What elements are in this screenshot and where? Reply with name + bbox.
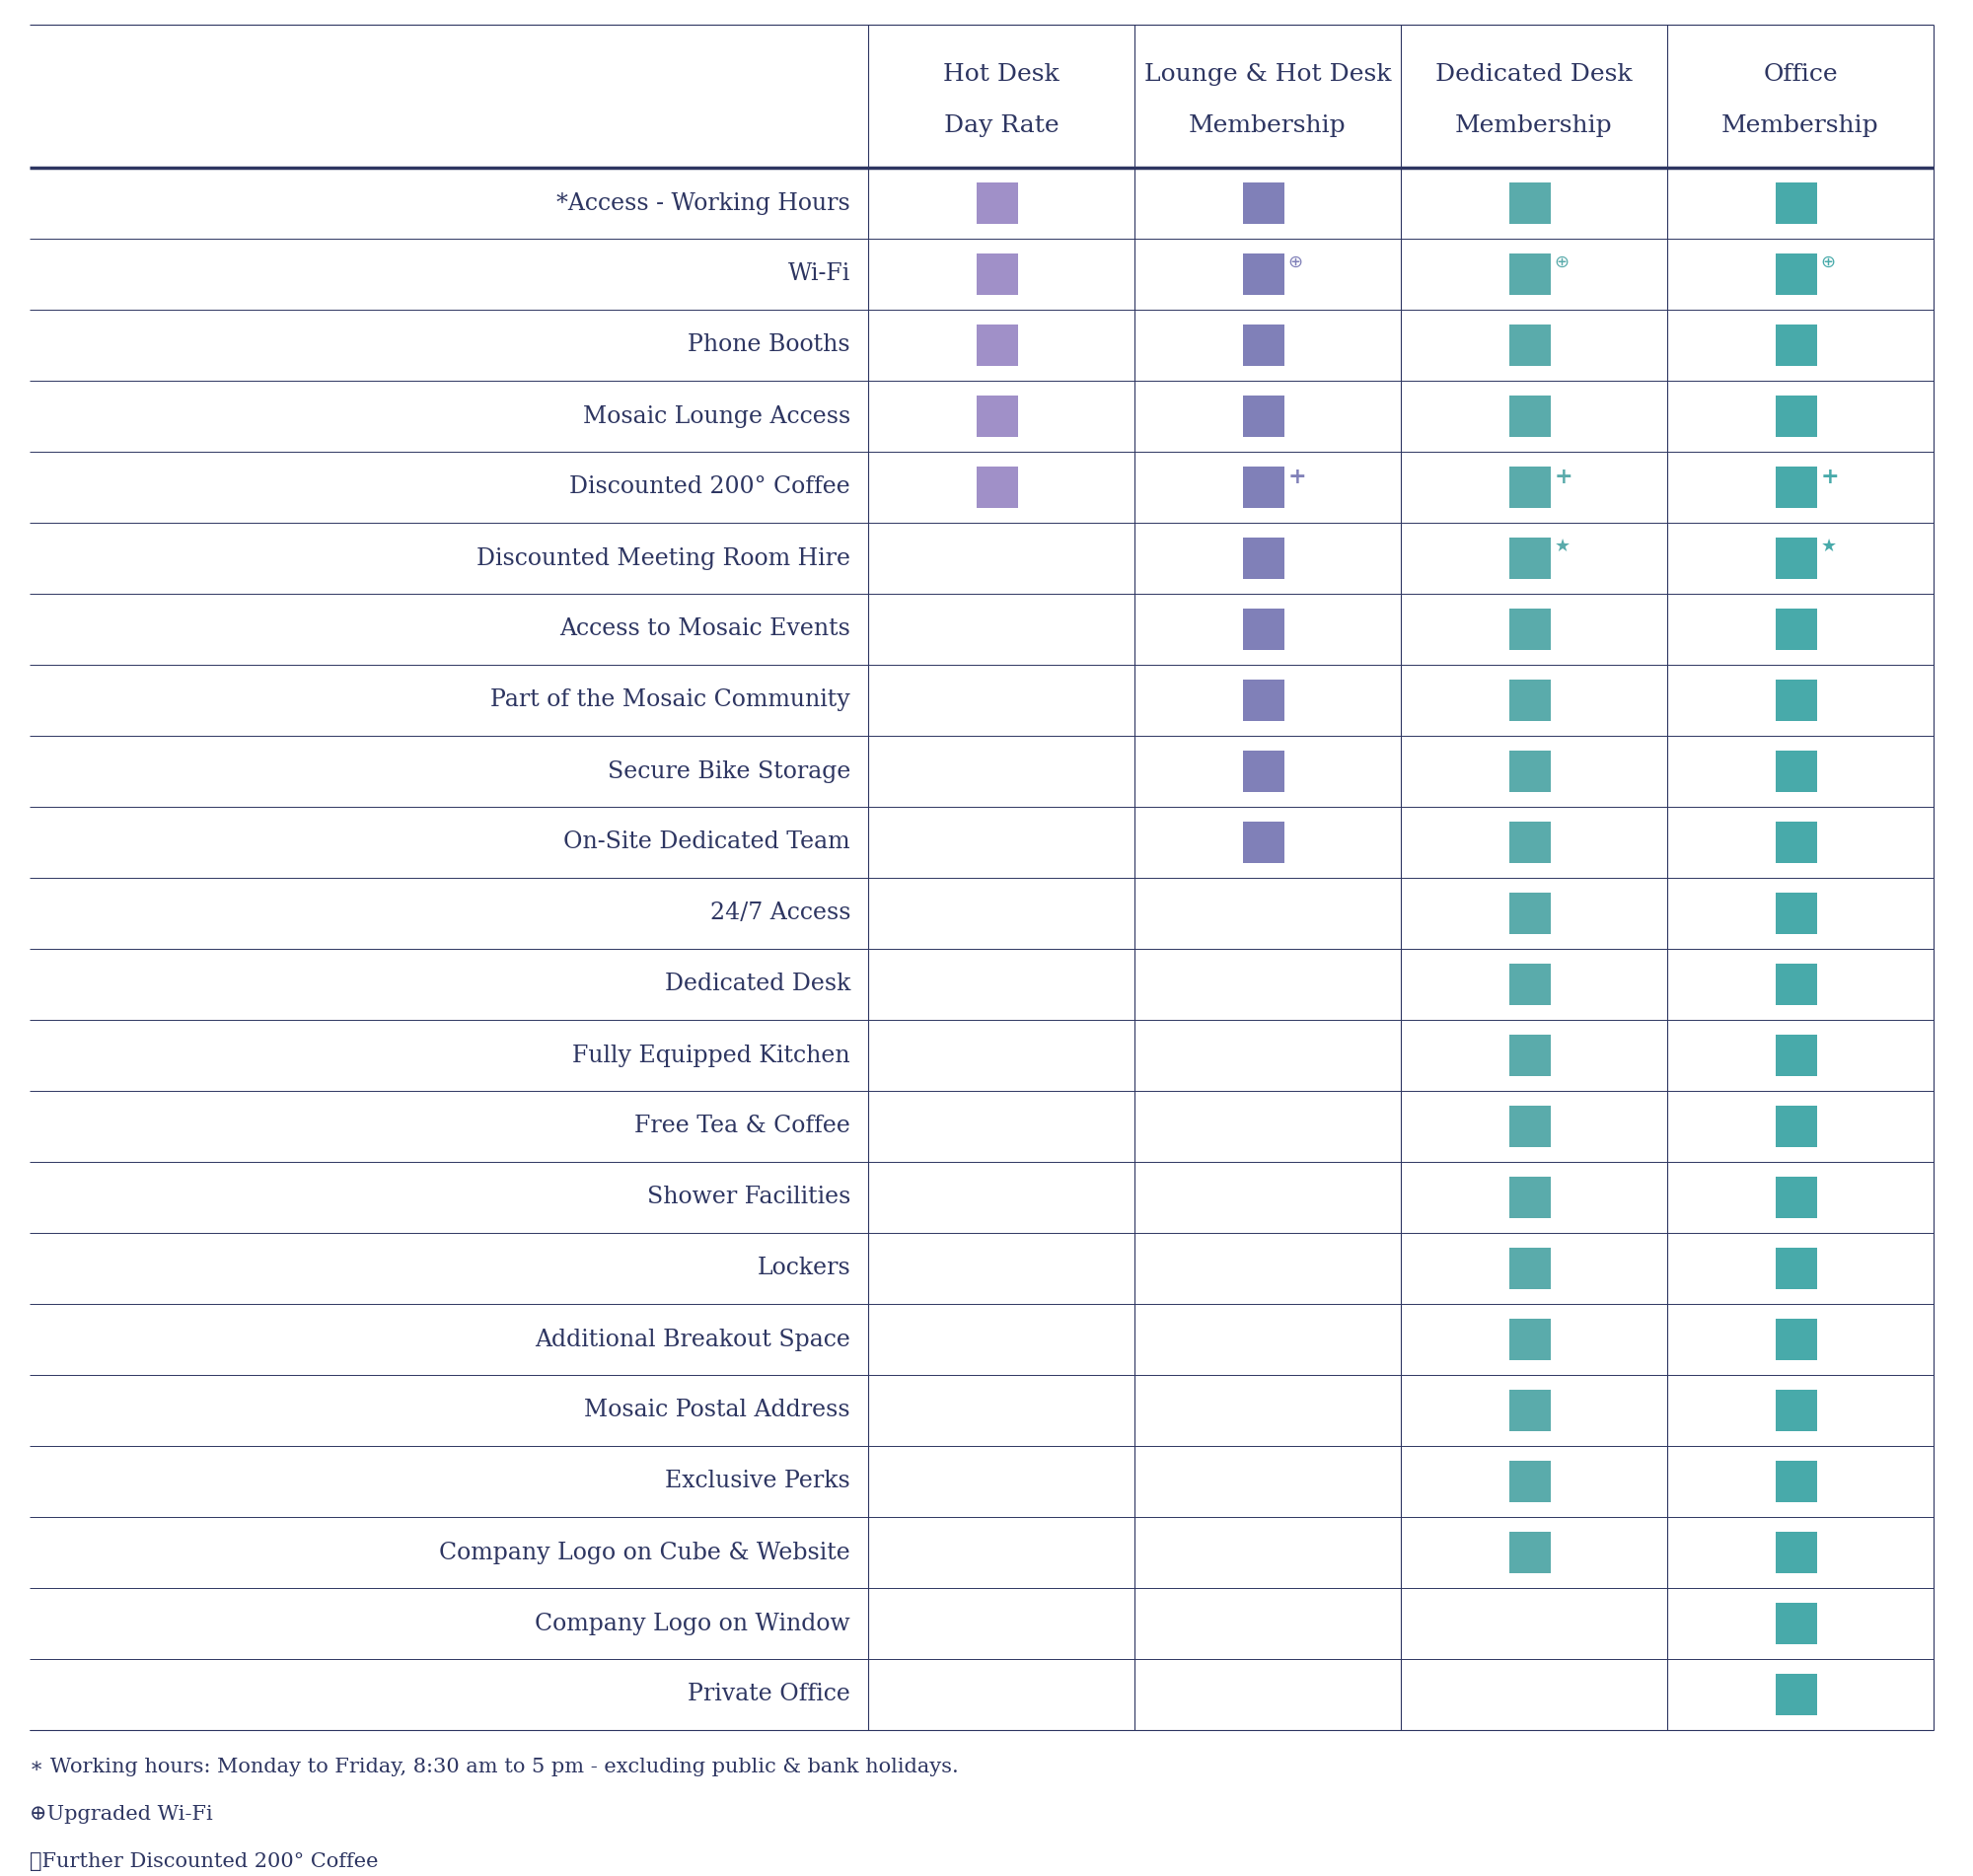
Bar <box>1776 467 1817 508</box>
Bar <box>1509 964 1551 1006</box>
Bar <box>1776 253 1817 295</box>
Bar <box>1509 1176 1551 1218</box>
Bar <box>977 253 1018 295</box>
Text: 24/7 Access: 24/7 Access <box>710 902 850 925</box>
Text: Wi-Fi: Wi-Fi <box>787 263 850 285</box>
Text: Discounted Meeting Room Hire: Discounted Meeting Room Hire <box>477 548 850 570</box>
Bar <box>1776 964 1817 1006</box>
Text: On-Site Dedicated Team: On-Site Dedicated Team <box>564 831 850 854</box>
Text: Mosaic Lounge Access: Mosaic Lounge Access <box>582 405 850 428</box>
Bar <box>1509 1533 1551 1574</box>
Bar <box>1509 750 1551 792</box>
Bar <box>1509 182 1551 223</box>
Text: Hot Desk: Hot Desk <box>943 64 1060 86</box>
Text: ⊕Upgraded Wi-Fi: ⊕Upgraded Wi-Fi <box>30 1805 213 1823</box>
Bar <box>1776 1036 1817 1077</box>
Bar <box>1509 1319 1551 1360</box>
Bar <box>977 467 1018 508</box>
Bar <box>1776 182 1817 223</box>
Bar <box>1776 679 1817 720</box>
Bar <box>1243 467 1284 508</box>
Text: Membership: Membership <box>1722 114 1878 137</box>
Text: Company Logo on Cube & Website: Company Logo on Cube & Website <box>440 1542 850 1565</box>
Bar <box>1243 822 1284 863</box>
Bar <box>1509 1461 1551 1503</box>
Text: Discounted 200° Coffee: Discounted 200° Coffee <box>570 477 850 499</box>
Bar <box>1243 750 1284 792</box>
Text: ⊕: ⊕ <box>1555 253 1569 272</box>
Bar <box>1776 893 1817 934</box>
Text: Lockers: Lockers <box>758 1257 850 1279</box>
Bar <box>1776 822 1817 863</box>
Bar <box>1776 1176 1817 1218</box>
Bar <box>1243 538 1284 580</box>
Bar <box>1509 1036 1551 1077</box>
Bar <box>1243 182 1284 223</box>
Bar <box>1776 1319 1817 1360</box>
Bar <box>1509 467 1551 508</box>
Bar <box>1776 1602 1817 1643</box>
Text: Dedicated Desk: Dedicated Desk <box>665 974 850 996</box>
Text: Private Office: Private Office <box>689 1683 850 1705</box>
Bar <box>1509 253 1551 295</box>
Bar <box>1243 396 1284 437</box>
Bar <box>1776 750 1817 792</box>
Text: Additional Breakout Space: Additional Breakout Space <box>535 1328 850 1351</box>
Bar <box>1776 325 1817 366</box>
Text: +: + <box>1288 467 1306 488</box>
Bar <box>1509 893 1551 934</box>
Bar <box>1776 1390 1817 1431</box>
Bar <box>1776 1248 1817 1289</box>
Bar <box>1509 325 1551 366</box>
Bar <box>1243 679 1284 720</box>
Text: ★: ★ <box>1821 538 1837 555</box>
Bar <box>1776 1461 1817 1503</box>
Bar <box>1776 1533 1817 1574</box>
Text: Shower Facilities: Shower Facilities <box>647 1186 850 1208</box>
Bar <box>1509 396 1551 437</box>
Text: Access to Mosaic Events: Access to Mosaic Events <box>560 617 850 640</box>
Bar <box>1776 396 1817 437</box>
Bar <box>1243 325 1284 366</box>
Bar <box>1509 679 1551 720</box>
Text: +: + <box>1555 467 1572 488</box>
Bar <box>1776 538 1817 580</box>
Text: Office: Office <box>1764 64 1837 86</box>
Text: Membership: Membership <box>1190 114 1346 137</box>
Bar <box>1509 1390 1551 1431</box>
Bar <box>977 396 1018 437</box>
Bar <box>1509 822 1551 863</box>
Text: Part of the Mosaic Community: Part of the Mosaic Community <box>491 688 850 711</box>
Bar <box>1776 1105 1817 1146</box>
Bar <box>1243 253 1284 295</box>
Text: +: + <box>1821 467 1839 488</box>
Bar <box>1243 608 1284 649</box>
Text: Fully Equipped Kitchen: Fully Equipped Kitchen <box>572 1045 850 1067</box>
Text: Lounge & Hot Desk: Lounge & Hot Desk <box>1144 64 1391 86</box>
Text: Membership: Membership <box>1456 114 1612 137</box>
Bar <box>1776 1673 1817 1715</box>
Text: Exclusive Perks: Exclusive Perks <box>665 1471 850 1493</box>
Bar <box>1509 1248 1551 1289</box>
Bar <box>977 325 1018 366</box>
Text: ⊕: ⊕ <box>1821 253 1835 272</box>
Text: ★: ★ <box>1555 538 1571 555</box>
Bar <box>1776 608 1817 649</box>
Text: ∗ Working hours: Monday to Friday, 8:30 am to 5 pm - excluding public & bank hol: ∗ Working hours: Monday to Friday, 8:30 … <box>30 1758 959 1777</box>
Text: Phone Booths: Phone Booths <box>689 334 850 356</box>
Bar <box>1509 538 1551 580</box>
Text: Dedicated Desk: Dedicated Desk <box>1436 64 1632 86</box>
Text: Secure Bike Storage: Secure Bike Storage <box>608 760 850 782</box>
Text: ⊕: ⊕ <box>1288 253 1302 272</box>
Text: *Access - Working Hours: *Access - Working Hours <box>556 191 850 214</box>
Bar <box>1509 608 1551 649</box>
Bar <box>977 182 1018 223</box>
Text: Day Rate: Day Rate <box>943 114 1060 137</box>
Text: Mosaic Postal Address: Mosaic Postal Address <box>584 1399 850 1422</box>
Text: ✚Further Discounted 200° Coffee: ✚Further Discounted 200° Coffee <box>30 1852 379 1870</box>
Text: Free Tea & Coffee: Free Tea & Coffee <box>635 1114 850 1137</box>
Bar <box>1509 1105 1551 1146</box>
Text: Company Logo on Window: Company Logo on Window <box>535 1611 850 1634</box>
